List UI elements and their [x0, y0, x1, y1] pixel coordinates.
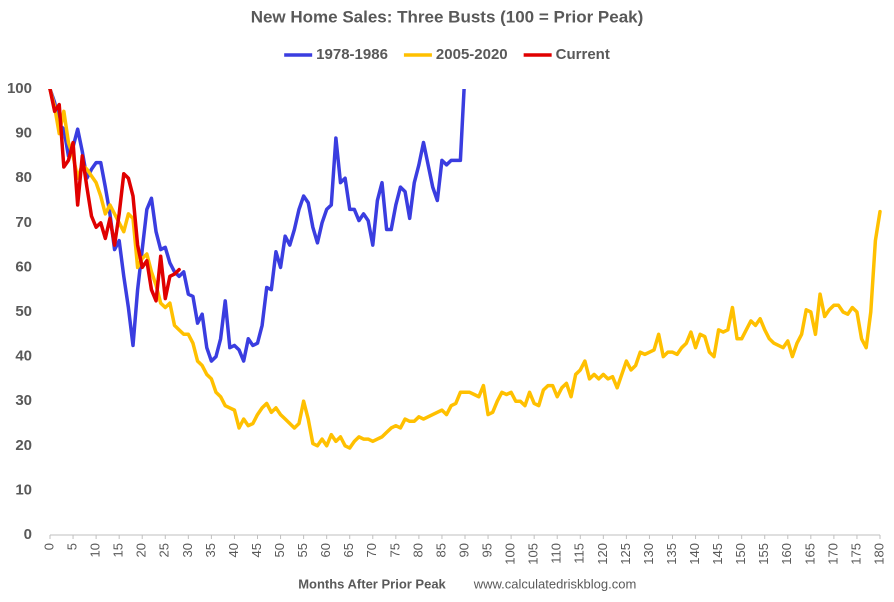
- x-tick-label: 175: [848, 543, 863, 565]
- x-tick-label: 110: [549, 543, 564, 564]
- x-tick-label: 20: [134, 543, 149, 557]
- y-tick-label: 80: [15, 169, 32, 186]
- x-tick-label: 70: [364, 543, 379, 557]
- y-tick-label: 40: [15, 348, 32, 365]
- legend: 1978-1986 2005-2020 Current: [284, 46, 610, 63]
- x-tick-label: 80: [410, 543, 425, 557]
- x-tick-label: 55: [295, 543, 310, 557]
- y-tick-label: 70: [15, 214, 32, 231]
- x-tick-label: 160: [779, 543, 794, 565]
- x-tick-label: 50: [272, 543, 287, 557]
- x-axis-label: Months After Prior Peak: [298, 576, 446, 591]
- x-tick-label: 150: [733, 543, 748, 565]
- series-line: [48, 89, 181, 303]
- x-tick-label: 140: [687, 543, 702, 565]
- x-tick-label: 75: [387, 543, 402, 557]
- x-tick-label: 15: [111, 543, 126, 557]
- x-tick-label: 100: [503, 543, 518, 565]
- x-tick-label: 135: [664, 543, 679, 565]
- y-tick-label: 50: [15, 303, 32, 320]
- y-tick-label: 60: [15, 258, 32, 275]
- x-tick-label: 85: [433, 543, 448, 557]
- x-tick-label: 0: [41, 543, 56, 550]
- x-tick-label: 60: [318, 543, 333, 557]
- y-tick-label: 0: [24, 526, 32, 543]
- x-tick-label: 105: [526, 543, 541, 565]
- y-tick-label: 10: [15, 481, 32, 498]
- source-note: www.calculatedriskblog.com: [473, 576, 637, 591]
- legend-label: 1978-1986: [316, 46, 388, 63]
- x-tick-label: 25: [157, 543, 172, 557]
- x-tick-label: 45: [249, 543, 264, 557]
- x-tick-label: 65: [341, 543, 356, 557]
- x-tick-label: 155: [756, 543, 771, 565]
- x-tick-label: 10: [88, 543, 103, 557]
- x-tick-label: 125: [618, 543, 633, 565]
- x-tick-label: 145: [710, 543, 725, 565]
- x-tick-label: 30: [180, 543, 195, 557]
- x-tick-label: 165: [802, 543, 817, 565]
- x-tick-label: 120: [595, 543, 610, 565]
- y-tick-label: 90: [15, 125, 32, 142]
- x-tick-label: 5: [64, 543, 79, 550]
- y-tick-label: 100: [7, 80, 32, 97]
- legend-label: 2005-2020: [436, 46, 508, 63]
- y-tick-label: 30: [15, 392, 32, 409]
- x-tick-label: 130: [641, 543, 656, 565]
- legend-label: Current: [556, 46, 610, 63]
- series-line: [48, 89, 882, 450]
- x-tick-label: 115: [572, 543, 587, 564]
- y-tick-label: 20: [15, 437, 32, 454]
- chart-title: New Home Sales: Three Busts (100 = Prior…: [251, 7, 644, 26]
- x-tick-label: 95: [479, 543, 494, 557]
- series-line: [48, 89, 466, 363]
- x-tick-label: 40: [226, 543, 241, 557]
- x-tick-label: 35: [203, 543, 218, 557]
- plot-lines: [48, 89, 882, 450]
- x-tick-label: 170: [825, 543, 840, 565]
- x-tick-label: 180: [871, 543, 886, 565]
- x-tick-label: 90: [456, 543, 471, 557]
